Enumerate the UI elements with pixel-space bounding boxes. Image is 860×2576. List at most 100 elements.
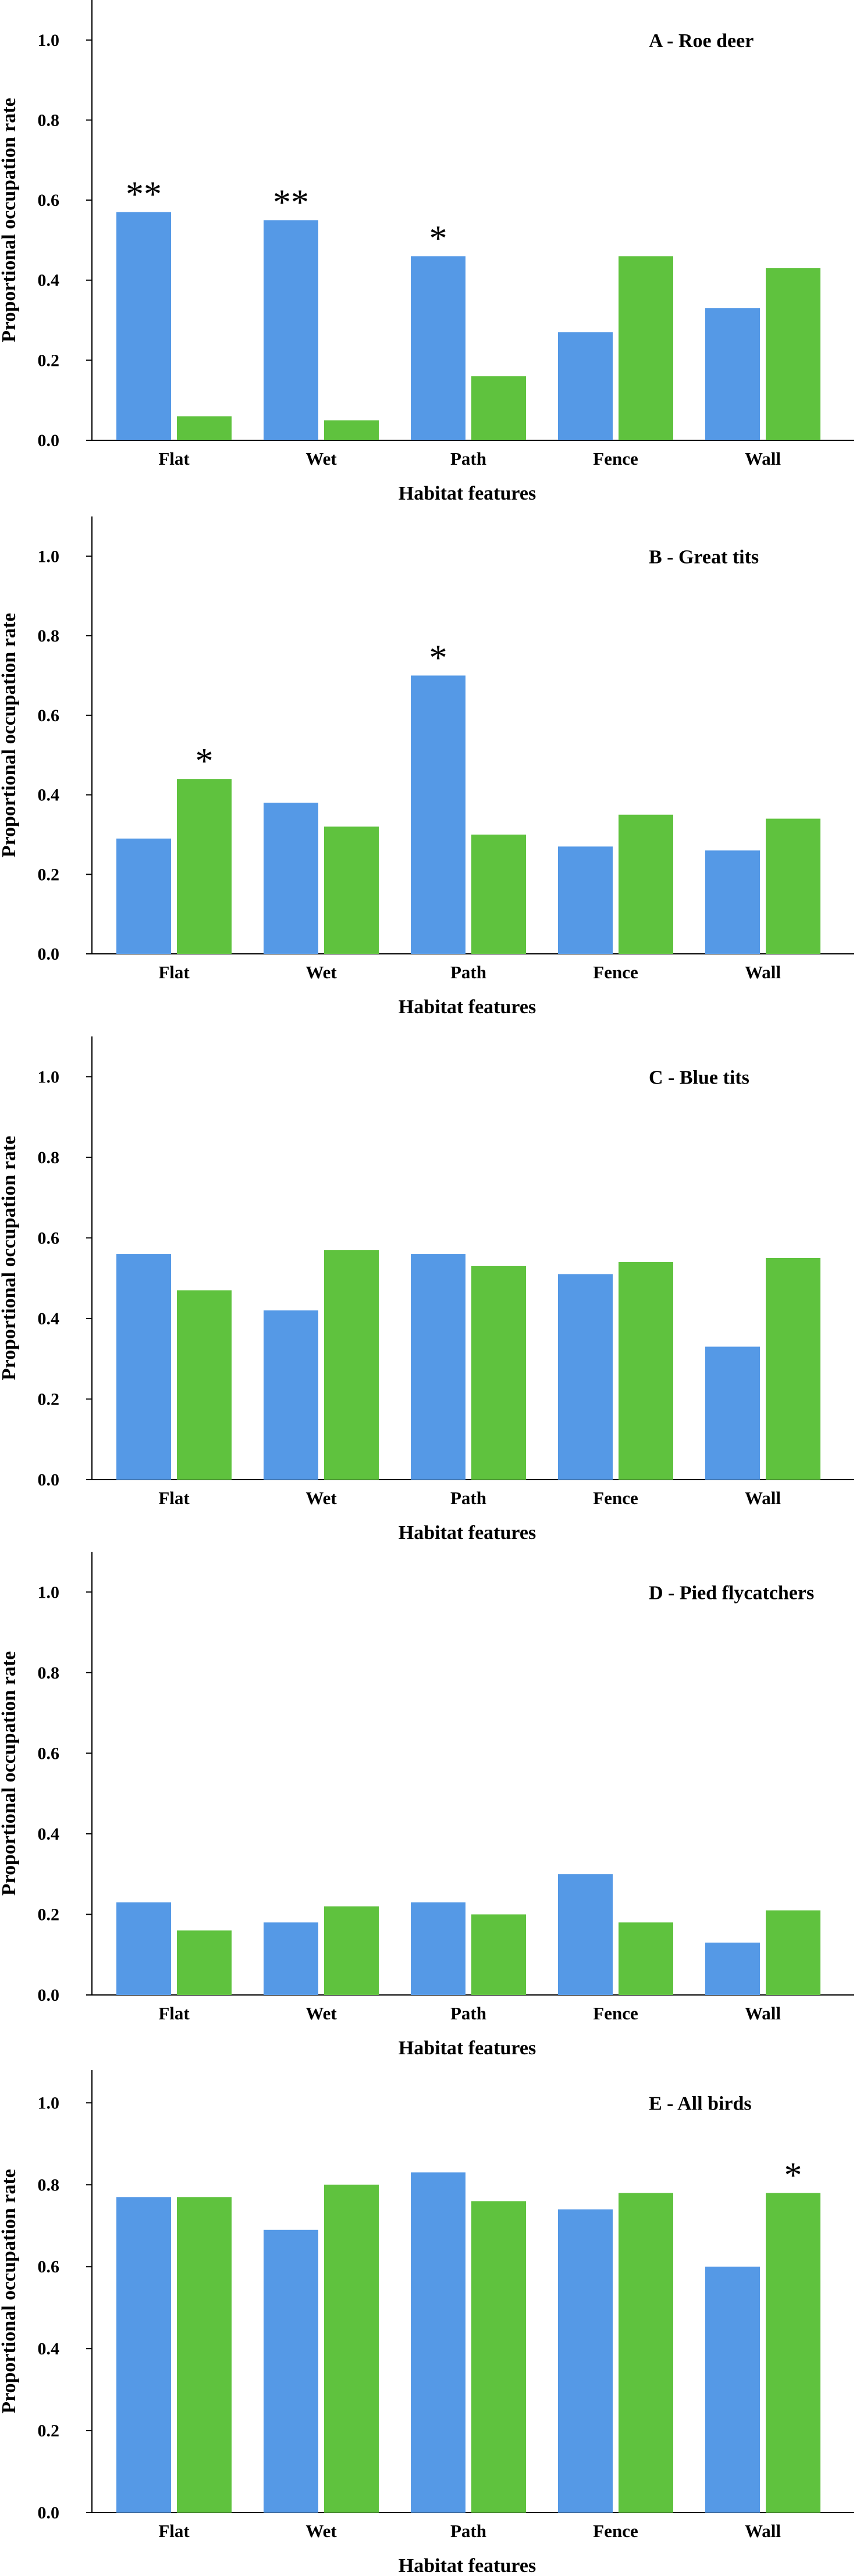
bar-fence-series-2	[619, 1922, 673, 1995]
bar-wall-series-2	[766, 1910, 820, 1995]
bar-flat-series-1	[116, 1254, 171, 1480]
bar-flat-series-2	[177, 1290, 232, 1480]
y-tick-label: 0.2	[38, 865, 60, 884]
significance-marker: **	[273, 183, 309, 223]
bar-wet-series-1	[264, 220, 318, 440]
x-tick-label: Path	[450, 2521, 486, 2541]
x-axis-title: Habitat features	[399, 2555, 536, 2576]
chart-title: C - Blue tits	[649, 1067, 749, 1088]
bar-flat-series-1	[116, 838, 171, 954]
y-tick-label: 0.0	[38, 431, 60, 450]
y-tick-label: 0.8	[38, 1663, 60, 1683]
significance-marker: *	[196, 742, 214, 781]
bar-flat-series-2	[177, 416, 232, 440]
x-tick-label: Wet	[305, 1488, 337, 1508]
x-tick-label: Flat	[158, 448, 190, 469]
x-tick-label: Wet	[305, 2003, 337, 2023]
bar-flat-series-2	[177, 1930, 232, 1995]
bar-wall-series-1	[705, 308, 760, 440]
chart-title: E - All birds	[649, 2093, 752, 2114]
y-axis-title: Proportional occupation rate	[0, 1136, 20, 1381]
bar-fence-series-1	[558, 846, 613, 954]
y-tick-label: 0.4	[38, 2339, 60, 2358]
bar-path-series-2	[471, 1266, 526, 1480]
y-tick-label: 1.0	[38, 1067, 60, 1086]
y-tick-label: 0.2	[38, 1905, 60, 1924]
y-axis-title: Proportional occupation rate	[0, 613, 20, 858]
y-tick-label: 0.6	[38, 191, 60, 210]
y-tick-label: 0.8	[38, 111, 60, 130]
y-tick-label: 0.4	[38, 1825, 60, 1844]
y-tick-label: 1.0	[38, 31, 60, 50]
x-axis-title: Habitat features	[399, 2037, 536, 2059]
y-tick-label: 0.4	[38, 271, 60, 290]
x-tick-label: Fence	[593, 2521, 638, 2541]
bar-wall-series-1	[705, 2267, 760, 2513]
bar-wet-series-2	[324, 2185, 379, 2513]
x-tick-label: Wall	[745, 448, 781, 469]
x-tick-label: Fence	[593, 2003, 638, 2023]
x-axis-title: Habitat features	[399, 483, 536, 504]
y-tick-label: 0.0	[38, 2503, 60, 2522]
bar-flat-series-2	[177, 779, 232, 954]
y-tick-label: 1.0	[38, 547, 60, 566]
chart-title: D - Pied flycatchers	[649, 1582, 814, 1604]
x-tick-label: Wet	[305, 2521, 337, 2541]
x-tick-label: Path	[450, 962, 486, 982]
y-tick-label: 0.0	[38, 1986, 60, 2005]
bar-fence-series-1	[558, 2209, 613, 2513]
significance-marker: **	[126, 175, 162, 215]
bar-wet-series-2	[324, 1906, 379, 1995]
significance-marker: *	[429, 638, 447, 678]
bar-fence-series-2	[619, 2193, 673, 2513]
y-tick-label: 1.0	[38, 1583, 60, 1602]
bar-wet-series-1	[264, 1922, 318, 1995]
x-tick-label: Flat	[158, 962, 190, 982]
bar-wall-series-2	[766, 1258, 820, 1480]
y-tick-label: 0.2	[38, 2421, 60, 2440]
y-axis-title: Proportional occupation rate	[0, 2169, 20, 2414]
x-tick-label: Wall	[745, 2521, 781, 2541]
y-tick-label: 0.0	[38, 1470, 60, 1490]
x-tick-label: Flat	[158, 1488, 190, 1508]
bar-fence-series-1	[558, 332, 613, 440]
bar-path-series-1	[411, 256, 465, 440]
y-tick-label: 1.0	[38, 2093, 60, 2112]
x-tick-label: Fence	[593, 962, 638, 982]
y-axis-title: Proportional occupation rate	[0, 98, 20, 343]
bar-wet-series-2	[324, 1250, 379, 1480]
bar-fence-series-2	[619, 814, 673, 954]
bar-flat-series-1	[116, 212, 171, 440]
y-tick-label: 0.4	[38, 1309, 60, 1328]
bar-wet-series-1	[264, 1310, 318, 1480]
bar-path-series-2	[471, 1914, 526, 1995]
bar-path-series-2	[471, 834, 526, 954]
bar-wall-series-2	[766, 2193, 820, 2513]
bar-flat-series-1	[116, 1902, 171, 1995]
y-tick-label: 0.6	[38, 1228, 60, 1248]
x-tick-label: Path	[450, 2003, 486, 2023]
x-tick-label: Wall	[745, 2003, 781, 2023]
chart-panel-1: 0.0 0.2 0.4 0.6 0.8 1.0 Flat ** Wet ** Path * Fence W…	[0, 0, 854, 504]
x-tick-label: Wall	[745, 1488, 781, 1508]
bar-path-series-1	[411, 1254, 465, 1480]
chart-panel-2: 0.0 0.2 0.4 0.6 0.8 1.0 Flat * Wet Path * Fence Wall…	[0, 516, 854, 1018]
x-axis-title: Habitat features	[399, 996, 536, 1018]
chart-panel-4: 0.0 0.2 0.4 0.6 0.8 1.0 Flat Wet Path Fence Wall D …	[0, 1552, 854, 2059]
bar-wet-series-1	[264, 803, 318, 954]
chart-title: B - Great tits	[649, 546, 759, 568]
bar-flat-series-2	[177, 2197, 232, 2513]
x-tick-label: Wet	[305, 448, 337, 469]
y-tick-label: 0.0	[38, 945, 60, 964]
y-tick-label: 0.2	[38, 351, 60, 370]
bar-flat-series-1	[116, 2197, 171, 2513]
bar-wall-series-1	[705, 1942, 760, 1995]
y-tick-label: 0.8	[38, 626, 60, 646]
x-tick-label: Path	[450, 1488, 486, 1508]
x-tick-label: Wall	[745, 962, 781, 982]
bar-path-series-1	[411, 2172, 465, 2513]
y-tick-label: 0.8	[38, 2175, 60, 2194]
y-tick-label: 0.6	[38, 2257, 60, 2276]
x-axis-title: Habitat features	[399, 1522, 536, 1544]
